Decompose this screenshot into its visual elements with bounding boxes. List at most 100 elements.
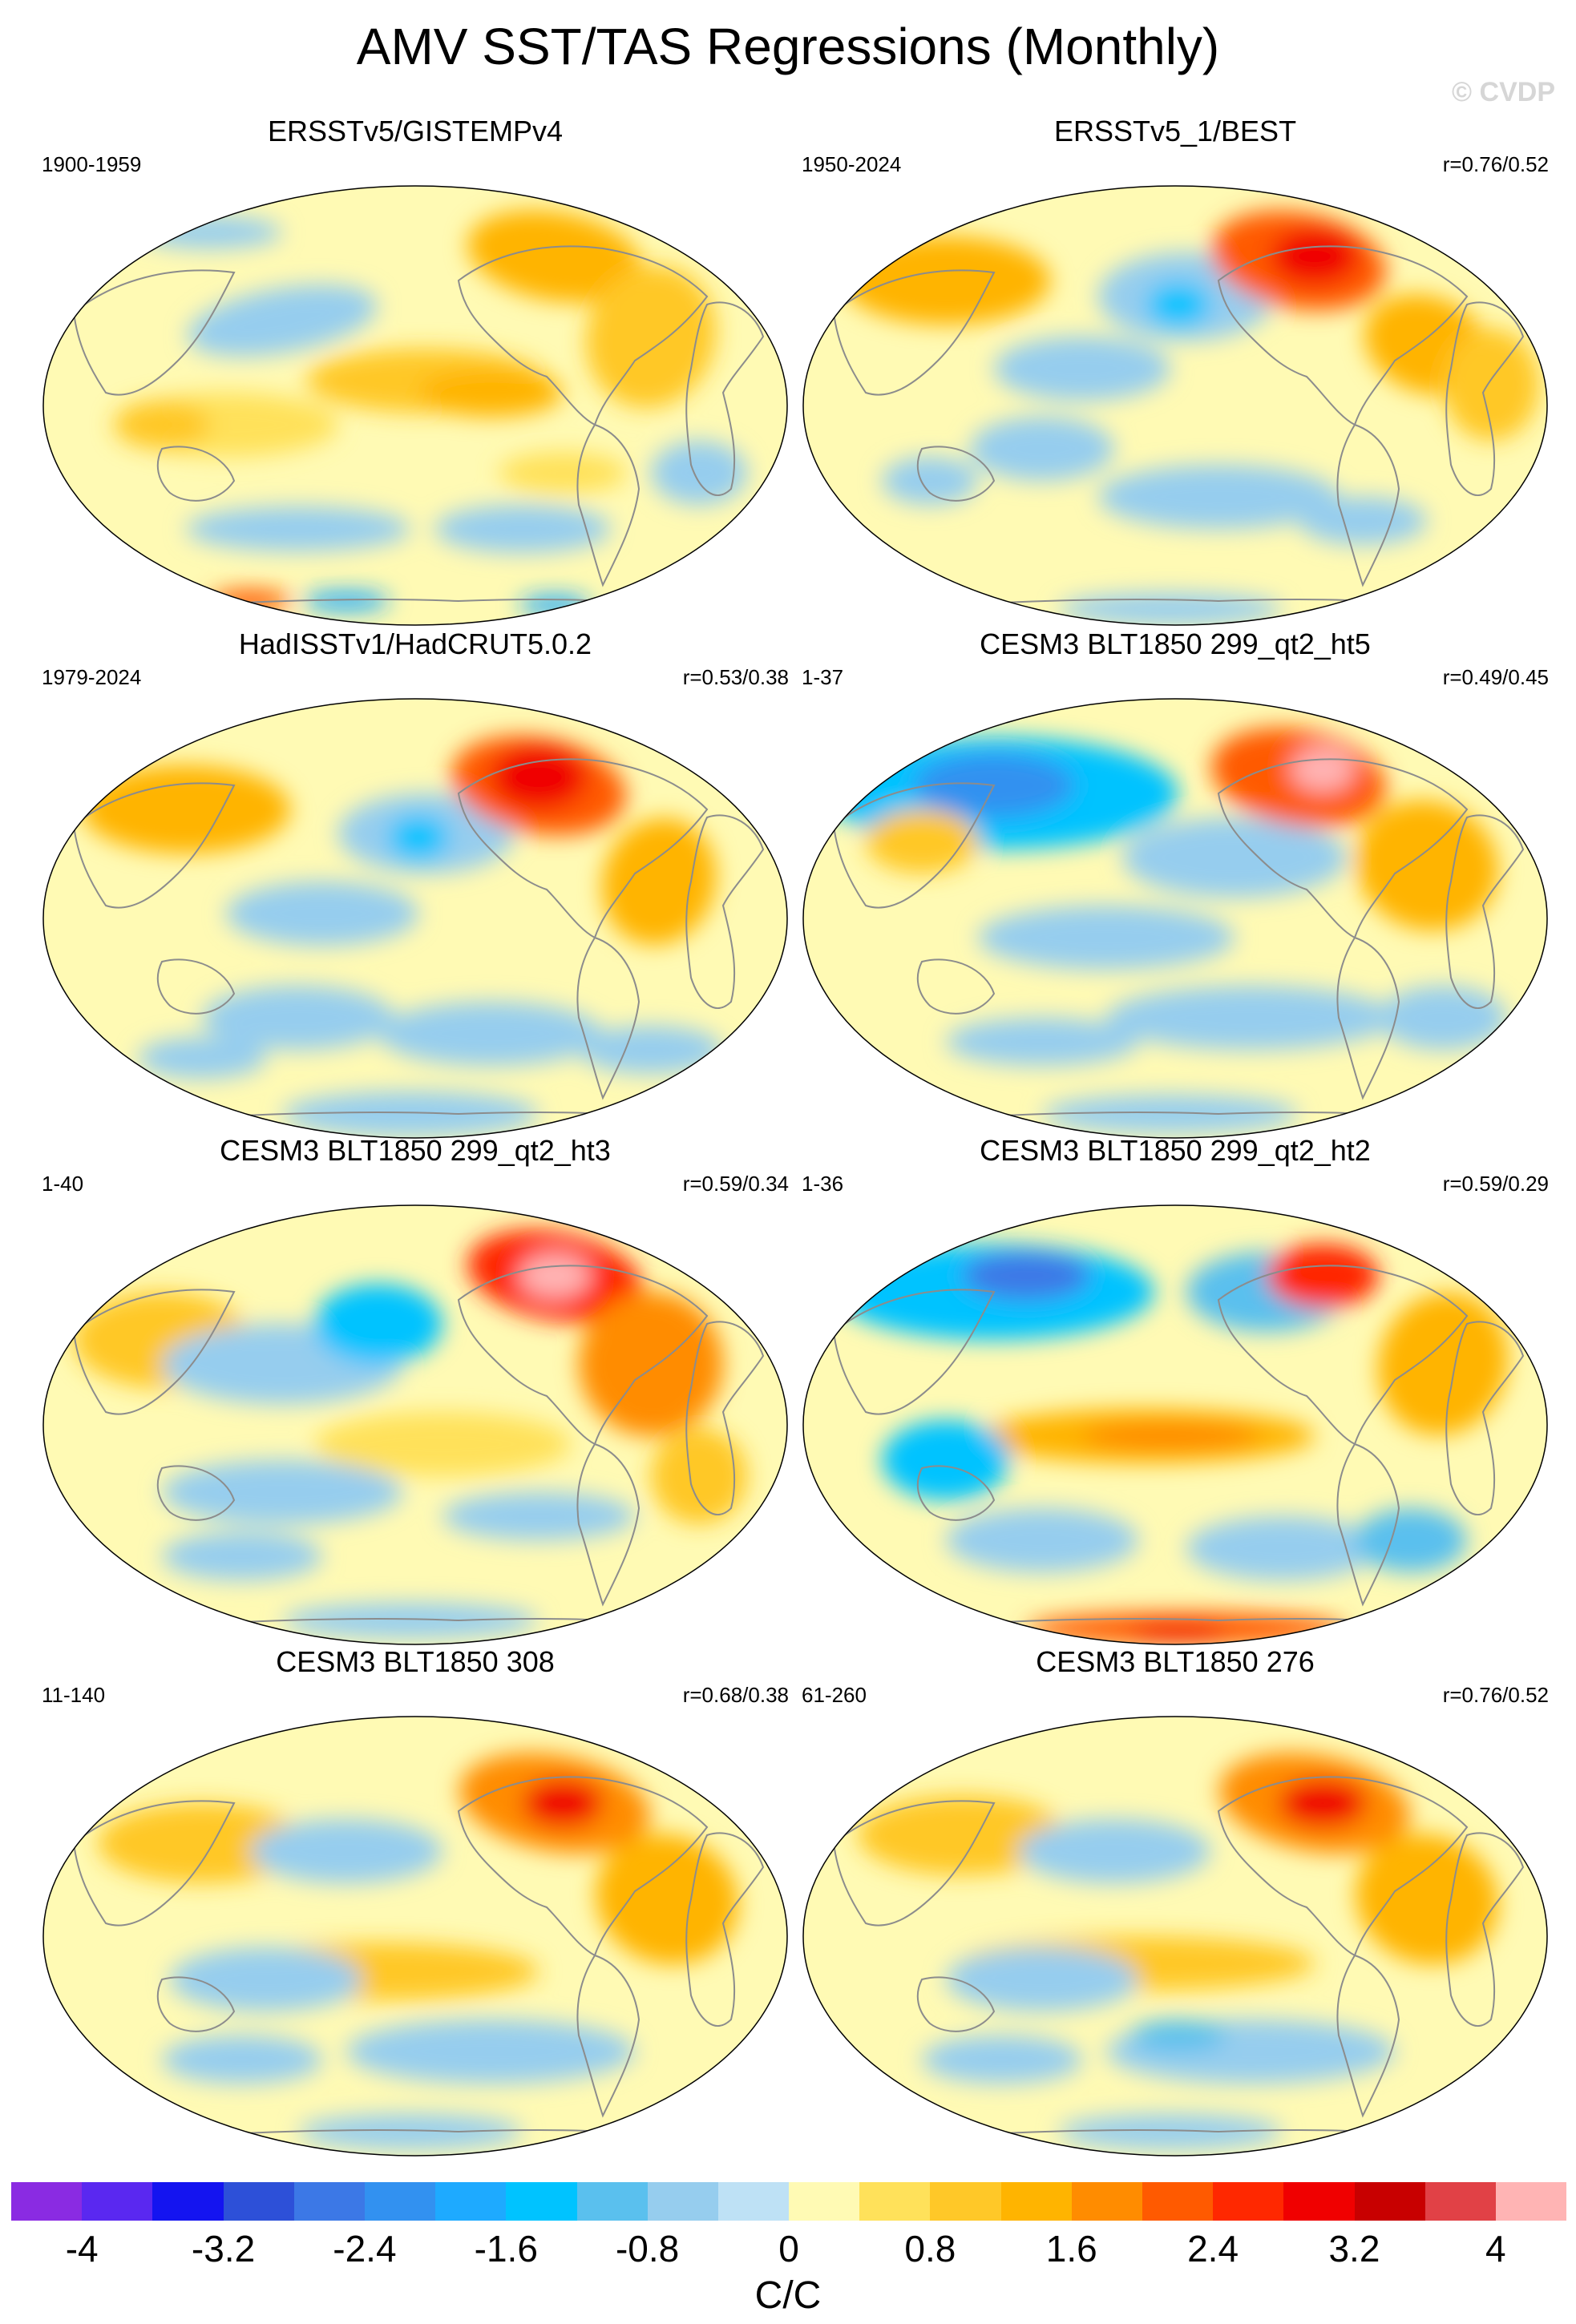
map-outline [802, 698, 1548, 1139]
panel-period: 1979-2024 [42, 665, 142, 689]
anomaly-region [1122, 817, 1347, 898]
panel-title: CESM3 BLT1850 308 [276, 1645, 555, 1678]
anomaly-region [946, 1508, 1138, 1572]
anomaly-region [994, 337, 1170, 401]
anomaly-region [162, 1460, 402, 1524]
coastline [916, 446, 996, 502]
anomaly-region [1356, 800, 1498, 931]
coastline [685, 814, 765, 1010]
anomaly-region [170, 1947, 362, 2011]
map-outline [42, 698, 788, 1139]
colorbar-segment [859, 2182, 931, 2221]
robinson-map [802, 1716, 1548, 2157]
colorbar-tick-label: -0.8 [615, 2228, 680, 2270]
anomaly-region [1186, 1516, 1379, 1580]
anomaly-region [922, 2036, 1082, 2084]
anomaly-region [579, 1026, 723, 1074]
panel-period: 1-37 [802, 665, 844, 689]
anomaly-region [1377, 1293, 1509, 1435]
map-outline [802, 1204, 1548, 1645]
coastline [1336, 936, 1400, 1100]
anomaly-region [1299, 497, 1427, 545]
anomaly-region [314, 1284, 442, 1364]
coastline [156, 1465, 236, 1521]
coastline [576, 1954, 641, 2118]
panel-period: 11-140 [42, 1683, 106, 1707]
panel-correlation: r=0.53/0.38 [682, 665, 789, 689]
coastline [576, 1442, 641, 1607]
colorbar-segment [1495, 2182, 1567, 2221]
anomaly-region [82, 765, 290, 853]
panel-correlation: r=0.76/0.52 [1442, 152, 1549, 176]
anomaly-region [491, 745, 587, 809]
colorbar-segment [82, 2182, 153, 2221]
coastline [576, 936, 641, 1100]
anomaly-region [162, 2036, 322, 2084]
colorbar-tick-label: -3.2 [191, 2228, 256, 2270]
panel-period: 61-260 [802, 1683, 867, 1707]
colorbar-tick-label: 1.6 [1045, 2228, 1097, 2270]
panel-title: CESM3 BLT1850 276 [1036, 1645, 1315, 1678]
coastline [1336, 1442, 1400, 1607]
anomaly-region [1279, 1779, 1367, 1827]
coastline [832, 1289, 996, 1415]
map-outline [42, 1716, 788, 2157]
colorbar-segment [223, 2182, 294, 2221]
colorbar-segment [789, 2182, 860, 2221]
anomaly-region [651, 1428, 747, 1524]
anomaly-region [519, 595, 591, 615]
map-panel: CESM3 BLT1850 299_qt2_ht2 1-36 r=0.59/0.29 [802, 1133, 1549, 1646]
anomaly-region [523, 1779, 603, 1827]
colorbar-segment [576, 2182, 648, 2221]
coastline [457, 245, 709, 426]
panel-title: CESM3 BLT1850 299_qt2_ht3 [220, 1134, 611, 1167]
map-panel: CESM3 BLT1850 299_qt2_ht5 1-37 r=0.49/0.45 [802, 627, 1549, 1140]
anomaly-region [1355, 1508, 1467, 1572]
anomaly-region [434, 505, 611, 553]
anomaly-region [596, 1834, 738, 1965]
coastline [1445, 1321, 1525, 1516]
map-panel: CESM3 BLT1850 299_qt2_ht3 1-40 r=0.59/0.34 [42, 1133, 789, 1646]
colorbar-segment [1424, 2182, 1496, 2221]
anomaly-region [114, 401, 210, 449]
anomaly-region [302, 591, 390, 611]
anomaly-region [1291, 747, 1355, 792]
anomaly-region [202, 986, 394, 1050]
colorbar-segment [506, 2182, 577, 2221]
anomaly-region [1271, 228, 1359, 284]
anomaly-region [519, 1253, 591, 1298]
colorbar-tick-label: 4 [1485, 2228, 1506, 2270]
colorbar-segment [1213, 2182, 1284, 2221]
colorbar-segment [293, 2182, 365, 2221]
coastline [1336, 423, 1400, 587]
panel-period: 1900-1959 [42, 152, 142, 176]
coastline [1336, 1954, 1400, 2118]
anomaly-region [579, 1292, 723, 1436]
anomaly-region [1379, 986, 1507, 1050]
panel-title: ERSSTv5_1/BEST [1053, 115, 1297, 147]
colorbar-label: C/C [754, 2274, 822, 2317]
map-panel: HadISSTv1/HadCRUT5.0.2 1979-2024 r=0.53/0.… [42, 627, 789, 1140]
anomaly-region [250, 1819, 442, 1883]
colorbar-tick-label: -2.4 [333, 2228, 397, 2270]
colorbar-tick-label: -1.6 [474, 2228, 538, 2270]
anomaly-region [499, 452, 627, 494]
coastline [72, 782, 236, 909]
anomaly-region [186, 506, 410, 551]
coastline [1217, 245, 1469, 426]
anomaly-region [1098, 465, 1339, 529]
anomaly-region [187, 284, 378, 357]
robinson-map [802, 185, 1548, 626]
anomaly-region [442, 1492, 635, 1540]
coastline [832, 269, 996, 396]
panel-correlation: r=0.76/0.52 [1442, 1683, 1549, 1707]
robinson-map [42, 1716, 788, 2157]
colorbar-segment [435, 2182, 507, 2221]
anomaly-region [585, 265, 717, 408]
panel-correlation: r=0.59/0.34 [682, 1172, 789, 1196]
anomaly-region [378, 1002, 603, 1066]
colorbar-tick-label: 0 [778, 2228, 799, 2270]
colorbar-segment [1071, 2182, 1142, 2221]
colorbar-segment [1000, 2182, 1072, 2221]
panel-correlation: r=0.59/0.29 [1442, 1172, 1549, 1196]
